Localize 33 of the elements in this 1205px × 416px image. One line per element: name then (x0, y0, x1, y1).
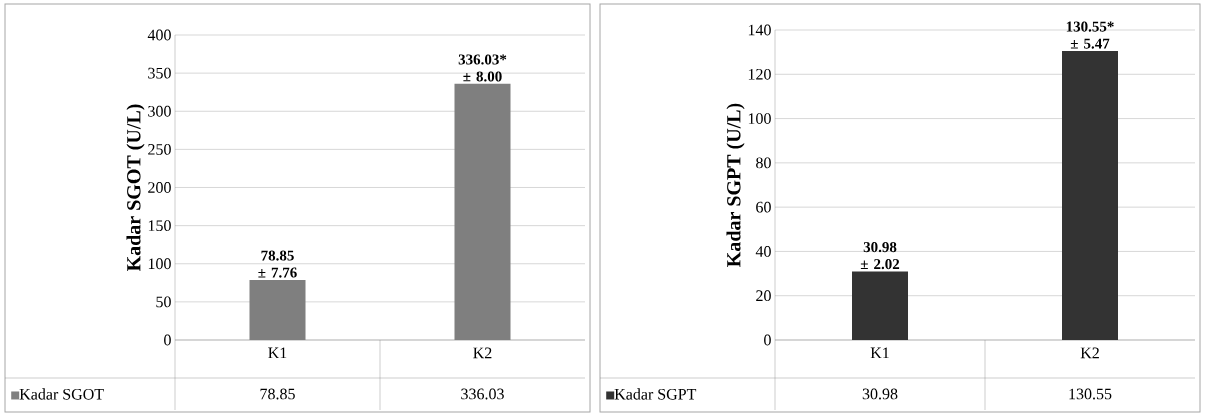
annotation: 130.55* ± 5.47 (1066, 21, 1114, 49)
y-tick-label: 50 (156, 296, 171, 308)
y-tick-label: 60 (756, 201, 771, 213)
y-tick-label: 100 (148, 258, 171, 270)
y-tick-label: 250 (148, 143, 171, 155)
annotation: 336.03* ± 8.00 (458, 54, 507, 82)
y-tick-label: 120 (748, 68, 771, 80)
y-axis-title: Kadar SGPT (U/L) (726, 103, 745, 267)
y-tick-label: 80 (756, 157, 771, 169)
y-tick-label: 300 (148, 105, 171, 117)
y-tick-label: 0 (164, 334, 171, 346)
y-tick-label: 400 (147, 29, 171, 41)
data-label: 78.85 (260, 388, 295, 400)
x-tick-label: K2 (473, 347, 492, 359)
y-tick-label: 100 (748, 113, 771, 124)
y-tick-label: 200 (148, 182, 171, 193)
y-tick-label: 20 (756, 290, 771, 302)
y-axis-title: Kadar SGOT (U/L) (126, 104, 145, 272)
y-tick-label: 40 (755, 246, 771, 257)
y-tick-label: 150 (148, 220, 171, 232)
data-label: 336.03 (461, 388, 504, 400)
x-tick-label: K2 (1080, 347, 1099, 359)
y-tick-label: 140 (748, 24, 771, 36)
data-label: 130.55 (1069, 388, 1112, 400)
data-label: 30.98 (862, 388, 898, 400)
legend-label: Kadar SGOT (19, 388, 104, 400)
annotation: 30.98 ± 2.02 (860, 242, 900, 270)
legend-label: Kadar SGPT (614, 388, 697, 400)
annotation: 78.85 ± 7.76 (258, 250, 297, 278)
y-tick-label: 0 (764, 334, 771, 346)
y-tick-label: 350 (148, 67, 171, 79)
x-tick-label: K1 (870, 347, 889, 359)
x-tick-label: K1 (268, 347, 287, 359)
